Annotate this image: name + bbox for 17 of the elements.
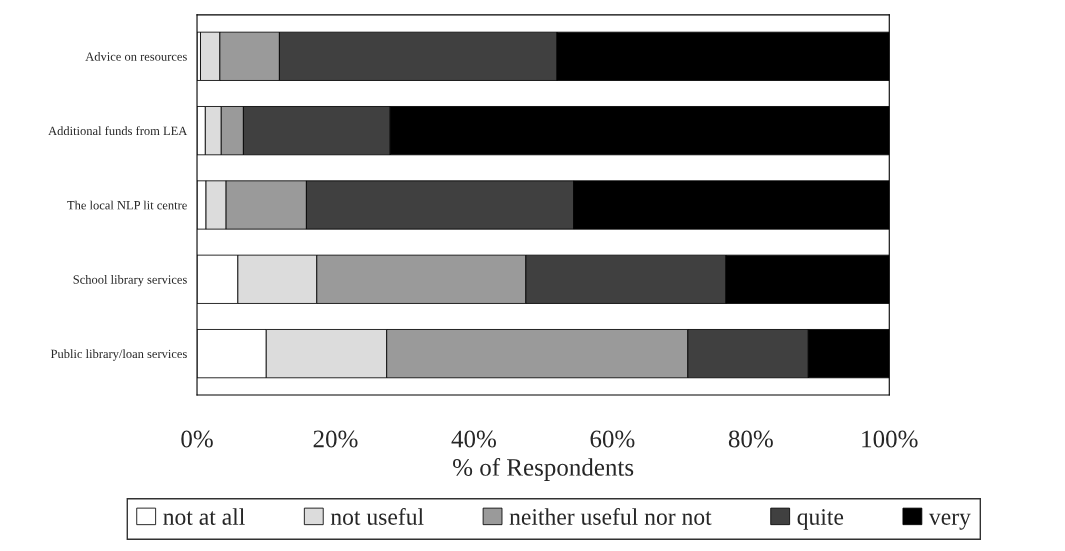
- y-tick-label: Advice on resources: [85, 51, 187, 61]
- x-tick-label: 60%: [590, 430, 635, 448]
- x-tick-label: 80%: [728, 430, 773, 448]
- legend-label: not useful: [330, 508, 424, 525]
- y-tick-label: School library services: [73, 274, 187, 287]
- x-tick-label: 40%: [451, 430, 496, 448]
- legend-label: neither useful nor not: [509, 508, 712, 525]
- x-axis-title: % of Respondents: [453, 458, 634, 481]
- x-tick-label: 20%: [313, 430, 358, 448]
- legend-label: quite: [797, 509, 844, 530]
- legend-label: very: [928, 513, 971, 530]
- y-tick-label: Public library/loan services: [50, 349, 187, 361]
- legend-label: not at all: [163, 508, 245, 525]
- x-tick-label: 0%: [181, 430, 213, 448]
- y-tick-label: The local NLP lit centre: [67, 200, 187, 210]
- y-tick-label: Additional funds from LEA: [48, 126, 188, 136]
- x-tick-label: 100%: [862, 430, 918, 448]
